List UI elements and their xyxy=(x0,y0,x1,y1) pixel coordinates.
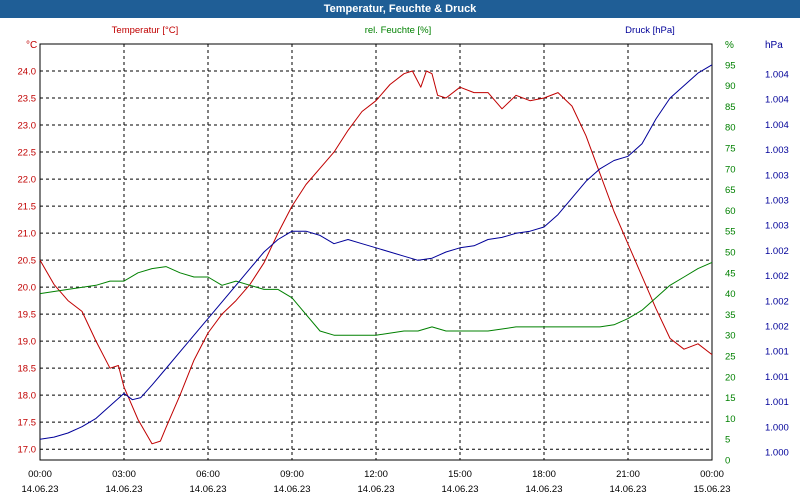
humidity-tick-0: 95 xyxy=(725,60,736,71)
pressure-unit-label: hPa xyxy=(765,40,783,51)
humidity-tick-6: 65 xyxy=(725,185,736,196)
x-tick-date-6: 14.06.23 xyxy=(526,484,563,495)
series-lines xyxy=(39,64,713,445)
humidity-tick-7: 60 xyxy=(725,206,736,217)
x-tick-date-1: 14.06.23 xyxy=(106,484,143,495)
x-tick-time-2: 06:00 xyxy=(196,469,220,480)
temp-axis-title: Temperatur [°C] xyxy=(112,25,179,36)
temp-tick-5: 21.5 xyxy=(18,202,37,213)
humidity-tick-14: 25 xyxy=(725,352,736,363)
humidity-tick-2: 85 xyxy=(725,102,736,113)
x-tick-time-6: 18:00 xyxy=(532,469,556,480)
axis-labels: 00:00 14.06.23 03:00 14.06.23 06:00 14.06.23 0… xyxy=(18,60,789,495)
humidity-tick-11: 40 xyxy=(725,289,736,300)
x-tick-time-7: 21:00 xyxy=(616,469,640,480)
x-tick-date-7: 14.06.23 xyxy=(610,484,647,495)
x-tick-time-3: 09:00 xyxy=(280,469,304,480)
humidity-tick-3: 80 xyxy=(725,123,736,134)
temp-tick-9: 19.5 xyxy=(18,310,37,321)
humidity-tick-18: 5 xyxy=(725,435,730,446)
pressure-tick-9: 1.002 xyxy=(765,296,789,307)
plot-area xyxy=(39,43,713,461)
pressure-tick-3: 1.003 xyxy=(765,145,789,156)
series-line-druck xyxy=(39,64,713,440)
temp-tick-1: 23.5 xyxy=(18,94,37,105)
pressure-tick-8: 1.002 xyxy=(765,271,789,282)
pressure-tick-4: 1.003 xyxy=(765,170,789,181)
pressure-tick-12: 1.001 xyxy=(765,372,789,383)
pressure-tick-2: 1.004 xyxy=(765,120,789,131)
humidity-tick-1: 90 xyxy=(725,81,736,92)
x-tick-time-1: 03:00 xyxy=(112,469,136,480)
humidity-tick-19: 0 xyxy=(725,456,730,467)
temp-tick-12: 18.0 xyxy=(18,391,37,402)
pressure-tick-5: 1.003 xyxy=(765,196,789,207)
temp-tick-0: 24.0 xyxy=(18,67,37,78)
temp-tick-11: 18.5 xyxy=(18,364,37,375)
humidity-tick-9: 50 xyxy=(725,248,736,259)
x-tick-date-8: 15.06.23 xyxy=(694,484,731,495)
x-tick-date-4: 14.06.23 xyxy=(358,484,395,495)
x-tick-date-2: 14.06.23 xyxy=(190,484,227,495)
humidity-tick-8: 55 xyxy=(725,227,736,238)
x-tick-date-5: 14.06.23 xyxy=(442,484,479,495)
humidity-tick-15: 20 xyxy=(725,372,736,383)
pressure-tick-15: 1.000 xyxy=(765,448,789,459)
temp-tick-13: 17.5 xyxy=(18,418,37,429)
humidity-tick-17: 10 xyxy=(725,414,736,425)
temp-unit-label: °C xyxy=(26,40,37,51)
humidity-tick-10: 45 xyxy=(725,268,736,279)
pressure-tick-11: 1.001 xyxy=(765,347,789,358)
pressure-tick-0: 1.004 xyxy=(765,70,789,81)
pressure-tick-13: 1.001 xyxy=(765,397,789,408)
series-line-temperatur xyxy=(39,70,713,445)
temp-tick-8: 20.0 xyxy=(18,283,37,294)
humidity-tick-13: 30 xyxy=(725,331,736,342)
pressure-tick-6: 1.003 xyxy=(765,221,789,232)
series-line-rel-feuchte xyxy=(39,261,713,336)
temp-tick-7: 20.5 xyxy=(18,256,37,267)
pressure-axis-title: Druck [hPa] xyxy=(625,25,675,36)
humidity-tick-5: 70 xyxy=(725,164,736,175)
x-tick-time-5: 15:00 xyxy=(448,469,472,480)
humidity-tick-4: 75 xyxy=(725,144,736,155)
humidity-tick-16: 15 xyxy=(725,393,736,404)
x-tick-time-0: 00:00 xyxy=(28,469,52,480)
pressure-tick-1: 1.004 xyxy=(765,95,789,106)
x-tick-time-4: 12:00 xyxy=(364,469,388,480)
chart-title: Temperatur, Feuchte & Druck xyxy=(0,0,800,18)
humidity-axis-title: rel. Feuchte [%] xyxy=(365,25,432,36)
temp-tick-6: 21.0 xyxy=(18,229,37,240)
x-tick-date-0: 14.06.23 xyxy=(22,484,59,495)
temp-tick-4: 22.0 xyxy=(18,175,37,186)
x-tick-time-8: 00:00 xyxy=(700,469,724,480)
temp-tick-2: 23.0 xyxy=(18,121,37,132)
grid-lines xyxy=(40,44,712,460)
humidity-tick-12: 35 xyxy=(725,310,736,321)
temp-tick-10: 19.0 xyxy=(18,337,37,348)
temp-tick-14: 17.0 xyxy=(18,445,37,456)
humidity-unit-label: % xyxy=(725,40,734,51)
x-tick-date-3: 14.06.23 xyxy=(274,484,311,495)
pressure-tick-7: 1.002 xyxy=(765,246,789,257)
pressure-tick-14: 1.000 xyxy=(765,422,789,433)
pressure-tick-10: 1.002 xyxy=(765,322,789,333)
temp-tick-3: 22.5 xyxy=(18,148,37,159)
